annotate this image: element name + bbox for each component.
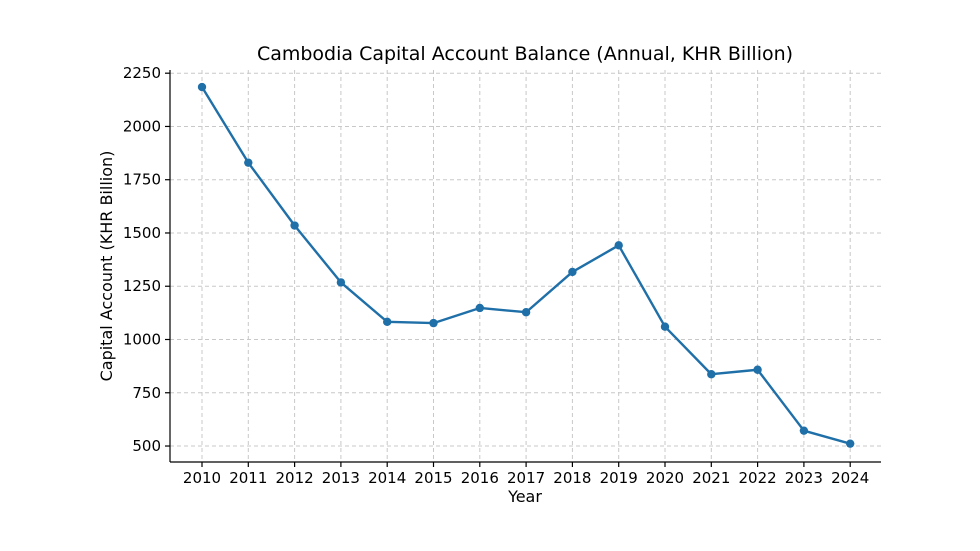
x-tick-label: 2017 bbox=[507, 469, 545, 487]
y-axis-label: Capital Account (KHR Billion) bbox=[97, 151, 116, 382]
data-point bbox=[336, 278, 346, 287]
x-tick-label: 2011 bbox=[229, 469, 267, 487]
data-point bbox=[383, 317, 392, 327]
gridlines bbox=[170, 70, 881, 462]
data-point bbox=[846, 439, 855, 448]
x-tick-label: 2014 bbox=[368, 469, 406, 487]
data-point bbox=[799, 426, 809, 435]
x-tick-label: 2022 bbox=[739, 469, 777, 487]
data-point bbox=[475, 303, 484, 313]
x-tick-label: 2013 bbox=[322, 469, 360, 487]
chart-title: Cambodia Capital Account Balance (Annual… bbox=[257, 43, 793, 65]
y-tick-label: 750 bbox=[132, 384, 161, 402]
series-layer bbox=[197, 82, 855, 448]
y-tick-label: 1500 bbox=[123, 224, 161, 242]
x-tick-label: 2018 bbox=[553, 469, 591, 487]
data-point bbox=[429, 318, 438, 328]
x-tick-label: 2019 bbox=[600, 469, 638, 487]
x-tick-label: 2021 bbox=[692, 469, 730, 487]
data-point bbox=[753, 365, 762, 374]
data-point bbox=[521, 308, 531, 317]
data-point bbox=[290, 221, 299, 230]
y-tick-label: 500 bbox=[132, 437, 161, 455]
y-tick-label: 2250 bbox=[123, 64, 161, 82]
data-point bbox=[660, 322, 670, 331]
x-tick-label: 2020 bbox=[646, 469, 684, 487]
y-tick-label: 1000 bbox=[123, 331, 161, 349]
x-tick-label: 2024 bbox=[831, 469, 869, 487]
x-tick-label: 2023 bbox=[785, 469, 823, 487]
data-point bbox=[244, 158, 253, 167]
y-tick-label: 2000 bbox=[123, 117, 161, 135]
y-tick-label: 1750 bbox=[123, 171, 161, 189]
data-point bbox=[614, 241, 623, 250]
x-axis-label: Year bbox=[507, 487, 542, 506]
x-tick-label: 2015 bbox=[414, 469, 452, 487]
x-tick-label: 2016 bbox=[461, 469, 499, 487]
y-tick-label: 1250 bbox=[123, 277, 161, 295]
data-point bbox=[568, 267, 577, 277]
data-point bbox=[197, 82, 207, 92]
x-tick-label: 2010 bbox=[183, 469, 221, 487]
data-point bbox=[707, 370, 716, 379]
x-tick-label: 2012 bbox=[276, 469, 314, 487]
axes: 500 750 1000 1250 1500 1750 2000 2250 2010 2011 20… bbox=[123, 64, 881, 487]
